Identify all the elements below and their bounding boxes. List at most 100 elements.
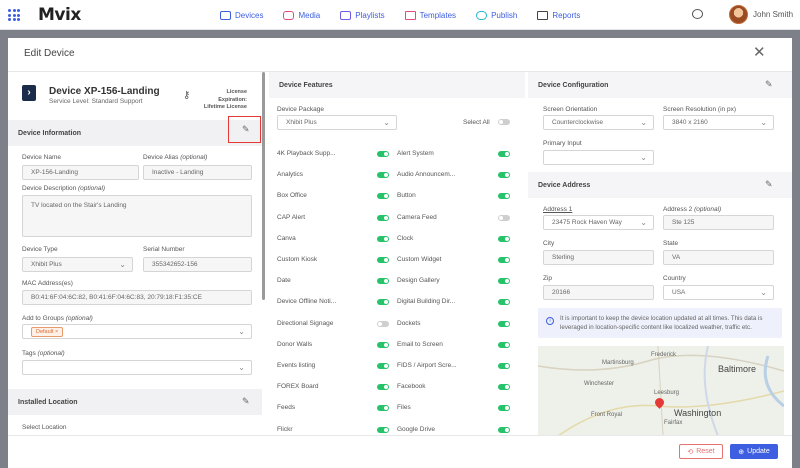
device-type-select[interactable]: Xhibit Plus ⌄ xyxy=(22,257,133,272)
serial-number-field[interactable]: 355342652-156 xyxy=(143,257,252,272)
feature-toggle[interactable] xyxy=(377,320,389,327)
nav-media[interactable]: Media xyxy=(283,10,320,20)
feature-toggle[interactable] xyxy=(498,384,510,391)
user-name[interactable]: John Smith xyxy=(753,10,794,19)
configuration-column: Device Configuration ✎ Screen Orientatio… xyxy=(528,72,792,435)
feature-toggle[interactable] xyxy=(377,278,389,285)
group-tag[interactable]: Default × xyxy=(31,327,64,337)
edit-pencil-icon[interactable]: ✎ xyxy=(242,124,250,134)
tags-select[interactable]: ⌄ xyxy=(22,360,252,375)
feature-toggle[interactable] xyxy=(377,172,389,179)
nav-reports[interactable]: Reports xyxy=(537,10,580,20)
nav-playlists[interactable]: Playlists xyxy=(340,10,385,20)
nav-publish[interactable]: Publish xyxy=(476,10,518,20)
feature-toggle[interactable] xyxy=(498,405,510,412)
feature-toggle[interactable] xyxy=(498,341,510,348)
edit-pencil-icon[interactable]: ✎ xyxy=(242,396,250,406)
feature-toggle[interactable] xyxy=(377,341,389,348)
feature-label: FIDS / Airport Scre... xyxy=(397,362,457,369)
device-alias-field[interactable]: Inactive - Landing xyxy=(143,165,252,180)
feature-toggle[interactable] xyxy=(498,172,510,179)
nav-devices[interactable]: Devices xyxy=(220,10,263,20)
optional-text: (optional) xyxy=(65,315,93,322)
feature-toggle[interactable] xyxy=(498,363,510,369)
reset-button[interactable]: ⟲ Reset xyxy=(679,444,723,459)
primary-input-label: Primary Input xyxy=(543,140,582,147)
chat-icon[interactable] xyxy=(692,9,703,19)
check-icon: ⊕ xyxy=(738,448,745,456)
highlight-box xyxy=(228,116,261,143)
nav-label: Templates xyxy=(419,10,457,20)
feature-label: 4K Playback Supp... xyxy=(277,150,336,157)
app-logo[interactable]: Mvix xyxy=(38,5,81,25)
feature-label: Audio Announcem... xyxy=(397,171,456,179)
country-select[interactable]: USA ⌄ xyxy=(663,285,774,300)
feature-label: Email to Screen xyxy=(397,340,443,348)
city-field[interactable]: Sterling xyxy=(543,250,654,265)
select-all-toggle[interactable] xyxy=(498,119,510,125)
select-value: 3840 x 2160 xyxy=(672,119,708,126)
feature-toggle[interactable] xyxy=(377,235,389,242)
location-map[interactable]: Frederick Martinsburg Baltimore Winchest… xyxy=(538,346,784,435)
update-button[interactable]: ⊕ Update xyxy=(730,444,778,459)
feature-label: Flickr xyxy=(277,425,293,433)
map-label: Washington xyxy=(674,408,722,418)
feature-toggle[interactable] xyxy=(498,151,510,157)
nav-label: Publish xyxy=(491,10,518,20)
device-name-field[interactable]: XP-156-Landing xyxy=(22,165,139,180)
avatar[interactable] xyxy=(729,5,748,24)
close-icon[interactable]: ✕ xyxy=(753,44,766,61)
feature-label: Device Offline Noti... xyxy=(277,298,337,306)
device-package-label: Device Package xyxy=(277,106,324,113)
feature-toggle[interactable] xyxy=(498,193,510,200)
groups-select[interactable]: ⌄ xyxy=(22,324,252,339)
state-field[interactable]: VA xyxy=(663,250,774,265)
feature-toggle[interactable] xyxy=(377,151,389,157)
address-2-field[interactable]: Ste 125 xyxy=(663,215,774,230)
select-all-label: Select All xyxy=(463,119,490,126)
feature-label: Events listing xyxy=(277,362,316,369)
nav-templates[interactable]: Templates xyxy=(404,10,457,20)
feature-toggle[interactable] xyxy=(498,235,510,242)
feature-toggle[interactable] xyxy=(377,299,389,306)
feature-toggle[interactable] xyxy=(377,214,389,221)
screen-resolution-select[interactable]: 3840 x 2160 ⌄ xyxy=(663,115,774,130)
scrollbar[interactable] xyxy=(262,72,265,300)
edit-pencil-icon[interactable]: ✎ xyxy=(765,179,773,189)
feature-label: CAP Alert xyxy=(277,213,306,221)
edit-pencil-icon[interactable]: ✎ xyxy=(765,79,773,89)
feature-label: Files xyxy=(397,404,411,412)
feature-toggle[interactable] xyxy=(498,257,510,263)
edit-device-modal: Edit Device ✕ › Device XP-156-Landing Se… xyxy=(8,38,792,468)
feature-toggle[interactable] xyxy=(498,299,510,306)
zip-field[interactable]: 20166 xyxy=(543,285,654,300)
feature-toggle[interactable] xyxy=(377,363,389,369)
select-value: Xhibit Plus xyxy=(31,261,62,268)
feature-toggle[interactable] xyxy=(377,384,389,391)
section-title: Device Information xyxy=(18,129,82,137)
device-package-select[interactable]: Xhibit Plus ⌄ xyxy=(277,115,397,130)
feature-toggle[interactable] xyxy=(498,278,510,285)
feature-toggle[interactable] xyxy=(377,405,389,412)
feature-toggle[interactable] xyxy=(498,214,510,221)
select-location-label: Select Location xyxy=(22,424,67,431)
service-level: Service Level: Standard Support xyxy=(49,98,143,105)
feature-label: Design Gallery xyxy=(397,277,440,285)
chevron-down-icon: ⌄ xyxy=(119,260,126,269)
map-label: Winchester xyxy=(584,381,615,387)
remove-tag-icon[interactable]: × xyxy=(54,329,59,335)
feature-toggle[interactable] xyxy=(498,320,510,327)
feature-toggle[interactable] xyxy=(498,426,510,433)
device-description-field[interactable]: TV located on the Stair's Landing xyxy=(22,195,252,237)
feature-toggle[interactable] xyxy=(377,193,389,200)
feature-toggle[interactable] xyxy=(377,257,389,263)
feature-toggle[interactable] xyxy=(377,426,389,433)
mac-address-field[interactable]: B0:41:6F:04:6C:82, B0:41:6F:04:6C:83, 20… xyxy=(22,290,252,305)
device-name-heading: Device XP-156-Landing xyxy=(49,86,160,97)
screen-orientation-select[interactable]: Counterclockwise ⌄ xyxy=(543,115,654,130)
address-1-select[interactable]: 23475 Rock Haven Way ⌄ xyxy=(543,215,654,230)
zip-label: Zip xyxy=(543,275,553,282)
button-label: Update xyxy=(747,448,770,455)
apps-grid-icon[interactable] xyxy=(8,9,20,21)
primary-input-select[interactable]: ⌄ xyxy=(543,150,654,165)
